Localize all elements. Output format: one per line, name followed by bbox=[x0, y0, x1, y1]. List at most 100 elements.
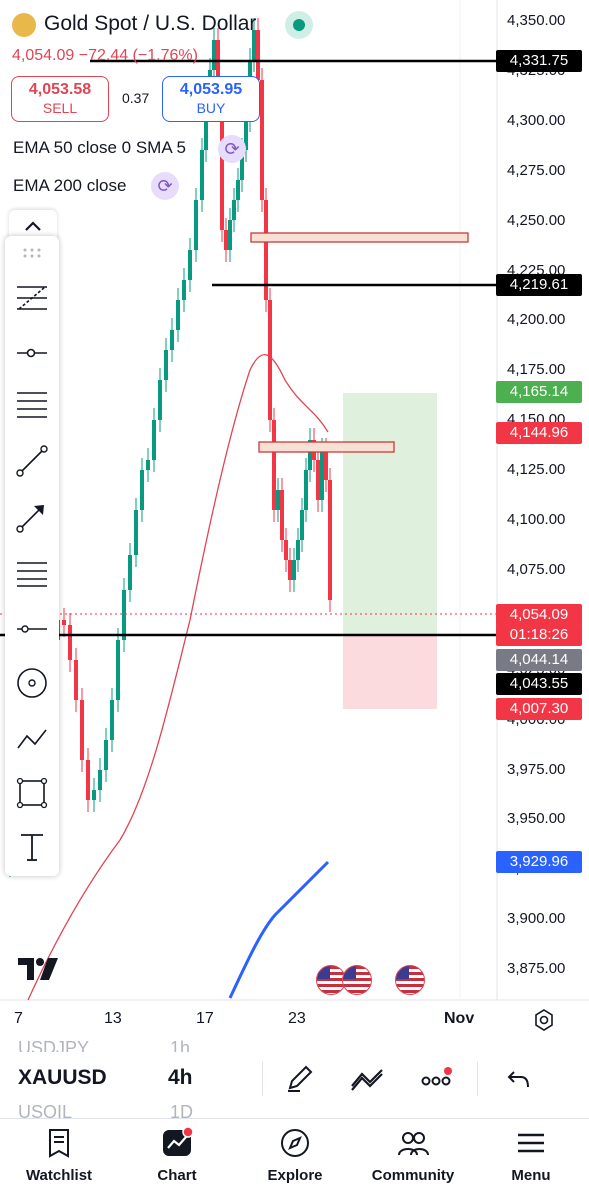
price-tick: 4,300.00 bbox=[507, 111, 566, 129]
candle-body bbox=[152, 420, 156, 460]
candle-body bbox=[146, 460, 150, 470]
candle-body bbox=[182, 280, 186, 300]
divider bbox=[262, 1062, 263, 1096]
candle-body bbox=[164, 350, 168, 380]
candle-body bbox=[308, 440, 312, 470]
candle-body bbox=[134, 510, 138, 555]
resistance-box[interactable] bbox=[250, 232, 469, 243]
pencil-icon[interactable] bbox=[284, 1062, 316, 1094]
indicator-ema50[interactable]: EMA 50 close 0 SMA 5 bbox=[13, 138, 186, 157]
symbol-title[interactable]: Gold Spot / U.S. Dollar bbox=[44, 12, 257, 35]
arrow-icon[interactable] bbox=[15, 500, 49, 534]
buy-label: BUY bbox=[196, 100, 226, 116]
price-label-ema200: 3,929.96 bbox=[496, 851, 582, 873]
drawing-toolbar bbox=[5, 236, 59, 876]
candle-body bbox=[320, 450, 324, 500]
us-flag-event-icon[interactable] bbox=[395, 965, 425, 995]
undo-icon[interactable] bbox=[506, 1066, 534, 1092]
candle-body bbox=[92, 790, 96, 800]
nav-watchlist[interactable]: Watchlist bbox=[0, 1119, 118, 1201]
indicator-ema200[interactable]: EMA 200 close bbox=[13, 176, 127, 195]
compass-icon bbox=[279, 1127, 311, 1159]
candle-body bbox=[224, 230, 228, 250]
price-label-entry: 4,144.96 bbox=[496, 422, 582, 444]
price-tick: 4,200.00 bbox=[507, 311, 566, 329]
candle-body bbox=[158, 380, 162, 420]
price-label-level-low: 4,043.55 bbox=[496, 673, 582, 695]
price-tick: 4,125.00 bbox=[507, 461, 566, 479]
date-tick: 13 bbox=[104, 1010, 122, 1027]
path-icon[interactable] bbox=[15, 722, 49, 756]
current-symbol[interactable]: XAUUSD bbox=[18, 1066, 107, 1089]
supply-box[interactable] bbox=[258, 441, 395, 453]
candle-body bbox=[104, 740, 108, 770]
trend-line-icon[interactable] bbox=[15, 444, 49, 478]
nav-label: Explore bbox=[267, 1167, 323, 1184]
price-tick: 4,100.00 bbox=[507, 511, 566, 528]
nav-label: Chart bbox=[157, 1167, 197, 1184]
loss-zone[interactable] bbox=[343, 636, 437, 709]
ema200-line bbox=[228, 860, 330, 999]
rectangle-icon[interactable] bbox=[15, 776, 49, 810]
candle-body bbox=[244, 120, 248, 150]
price-tick: 3,900.00 bbox=[507, 910, 566, 928]
fib-extension-icon[interactable] bbox=[15, 388, 49, 422]
candle-body bbox=[296, 540, 300, 560]
profit-zone[interactable] bbox=[343, 393, 437, 636]
refresh-icon[interactable]: ⟳ bbox=[218, 135, 246, 163]
candle-body bbox=[80, 700, 84, 760]
price-tick: 3,950.00 bbox=[507, 810, 566, 828]
candle-body bbox=[220, 110, 224, 230]
us-flag-event-icon[interactable] bbox=[316, 965, 346, 995]
horizontal-line-icon[interactable] bbox=[15, 612, 49, 646]
nav-menu[interactable]: Menu bbox=[472, 1119, 589, 1201]
candle-body bbox=[62, 620, 66, 625]
price-label-level-top: 4,331.75 bbox=[496, 50, 582, 72]
price-tick: 4,075.00 bbox=[507, 560, 566, 578]
nav-explore[interactable]: Explore bbox=[236, 1119, 354, 1201]
fib-retracement-icon[interactable] bbox=[15, 281, 49, 315]
price-tick: 4,350.00 bbox=[507, 12, 566, 29]
candle-body bbox=[116, 640, 120, 700]
candle-body bbox=[216, 40, 220, 110]
price-tick: 4,275.00 bbox=[507, 161, 566, 179]
buy-button[interactable]: 4,053.95 BUY bbox=[162, 76, 260, 122]
candle-body bbox=[212, 40, 216, 70]
nav-label: Watchlist bbox=[25, 1167, 93, 1184]
price-tick: 3,975.00 bbox=[507, 760, 566, 778]
parallel-lines-icon[interactable] bbox=[15, 556, 49, 590]
candle-body bbox=[324, 450, 328, 480]
tradingview-logo bbox=[18, 956, 62, 989]
price-chart[interactable] bbox=[0, 0, 589, 1040]
date-tick: 23 bbox=[288, 1010, 306, 1027]
refresh-icon[interactable]: ⟳ bbox=[151, 172, 179, 200]
market-open-status-icon[interactable] bbox=[285, 11, 313, 39]
prev-symbol[interactable]: USDJPY bbox=[18, 1038, 90, 1052]
drag-handle-icon[interactable] bbox=[22, 246, 42, 258]
multi-line-tool-icon[interactable] bbox=[350, 1062, 386, 1094]
symbol-switcher[interactable]: USDJPY 1h XAUUSD 4h USOIL 1D bbox=[0, 1038, 589, 1118]
horizontal-ray-icon[interactable] bbox=[15, 336, 49, 370]
candle-body bbox=[188, 250, 192, 280]
chevron-up-icon bbox=[25, 221, 41, 231]
chart-icon bbox=[161, 1126, 194, 1159]
us-flag-event-icon[interactable] bbox=[342, 965, 372, 995]
current-interval[interactable]: 4h bbox=[168, 1066, 193, 1089]
circle-icon[interactable] bbox=[15, 666, 49, 700]
candle-body bbox=[170, 330, 174, 350]
price-tick: 3,875.00 bbox=[507, 960, 566, 978]
sell-button[interactable]: 4,053.58 SELL bbox=[11, 76, 109, 122]
candle-body bbox=[194, 200, 198, 250]
next-symbol[interactable]: USOIL bbox=[18, 1102, 73, 1118]
chart-settings-icon[interactable] bbox=[532, 1008, 556, 1032]
candle-body bbox=[284, 540, 288, 560]
candle-body bbox=[86, 760, 90, 800]
more-tools-icon[interactable] bbox=[420, 1064, 456, 1094]
text-icon[interactable] bbox=[15, 830, 49, 864]
nav-community[interactable]: Community bbox=[354, 1119, 472, 1201]
price-label-target: 4,165.14 bbox=[496, 381, 582, 403]
nav-label: Community bbox=[371, 1167, 455, 1184]
price-label-stop: 4,007.30 bbox=[496, 698, 582, 720]
chart-area[interactable]: 4,350.004,325.004,300.004,275.004,250.00… bbox=[0, 0, 589, 1040]
nav-chart[interactable]: Chart bbox=[118, 1119, 236, 1201]
